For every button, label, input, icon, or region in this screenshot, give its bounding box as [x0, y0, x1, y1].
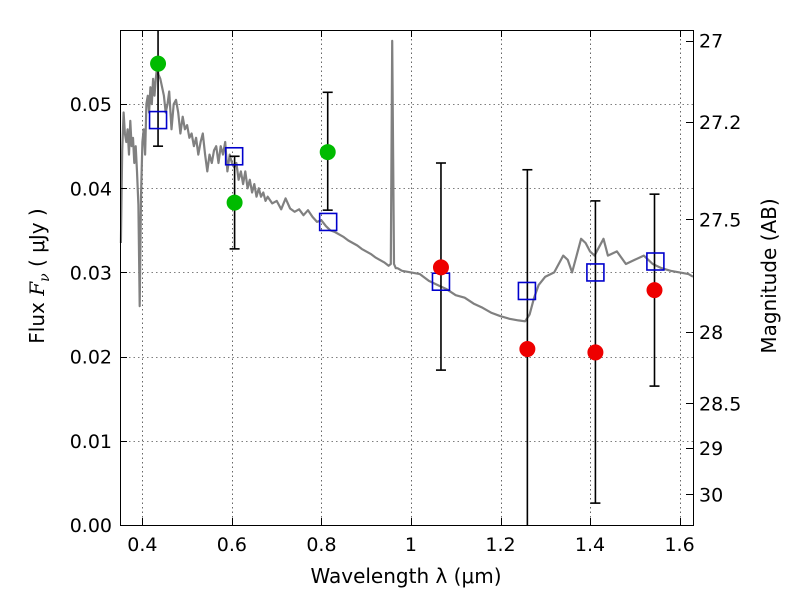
data-point-marker	[587, 344, 604, 361]
y2-tick-label: 27.2	[699, 112, 741, 134]
y-tick-label: 0.04	[70, 178, 112, 200]
x-tick-label: 0.4	[127, 534, 157, 556]
y-axis-title-symbol: F	[25, 281, 49, 297]
y-axis-title-prefix: Flux	[25, 296, 49, 344]
data-point-marker	[226, 194, 243, 211]
data-point-marker	[646, 282, 663, 299]
data-point-marker	[150, 55, 167, 72]
x-axis-title: Wavelength λ (μm)	[310, 564, 501, 588]
x-tick-label: 1.2	[485, 534, 515, 556]
model-square-marker	[517, 281, 537, 301]
x-tick-label: 1.4	[575, 534, 605, 556]
x-tick-label: 0.6	[217, 534, 247, 556]
spectrum-line	[119, 39, 694, 323]
x-tick-label: 1.6	[664, 534, 694, 556]
y-tick-label: 0.00	[70, 515, 112, 537]
y2-tick-label: 29	[699, 438, 723, 460]
data-point-marker	[319, 144, 336, 161]
marker-layer	[148, 55, 665, 361]
data-point-marker	[432, 259, 449, 276]
grid	[120, 30, 693, 525]
plot-frame	[120, 30, 694, 526]
y-axis-title-suffix: ( μJy )	[25, 208, 49, 273]
y-axis-title: Flux Fν ( μJy )	[25, 208, 53, 343]
y2-tick-label: 28	[699, 322, 723, 344]
y-axis-title-subscript: ν	[37, 273, 53, 282]
y2-tick-label: 30	[699, 484, 723, 506]
model-square-marker	[646, 252, 665, 271]
data-point-marker	[519, 341, 536, 358]
y-tick-label: 0.02	[70, 347, 112, 369]
model-square-marker	[586, 263, 605, 282]
x-tick-label: 1	[405, 534, 417, 556]
model-square-marker	[224, 146, 244, 166]
x-tick-label: 0.8	[306, 534, 336, 556]
tick-layer: 0.4 0.6 0.8 1 1.2 1.4 1.6 0.00 0.01 0.02 0.03 0.04 0…	[70, 30, 741, 556]
model-square-marker	[148, 110, 168, 130]
y2-axis-title: Magnitude (AB)	[757, 198, 781, 353]
y2-tick-label: 27	[699, 31, 723, 53]
y2-tick-label: 27.5	[699, 209, 741, 231]
model-square-marker	[318, 212, 338, 232]
y-tick-label: 0.05	[70, 94, 112, 116]
y-tick-label: 0.03	[70, 262, 112, 284]
y2-tick-label: 28.5	[699, 393, 741, 415]
y-tick-label: 0.01	[70, 431, 112, 453]
spectrum-layer	[119, 39, 694, 323]
